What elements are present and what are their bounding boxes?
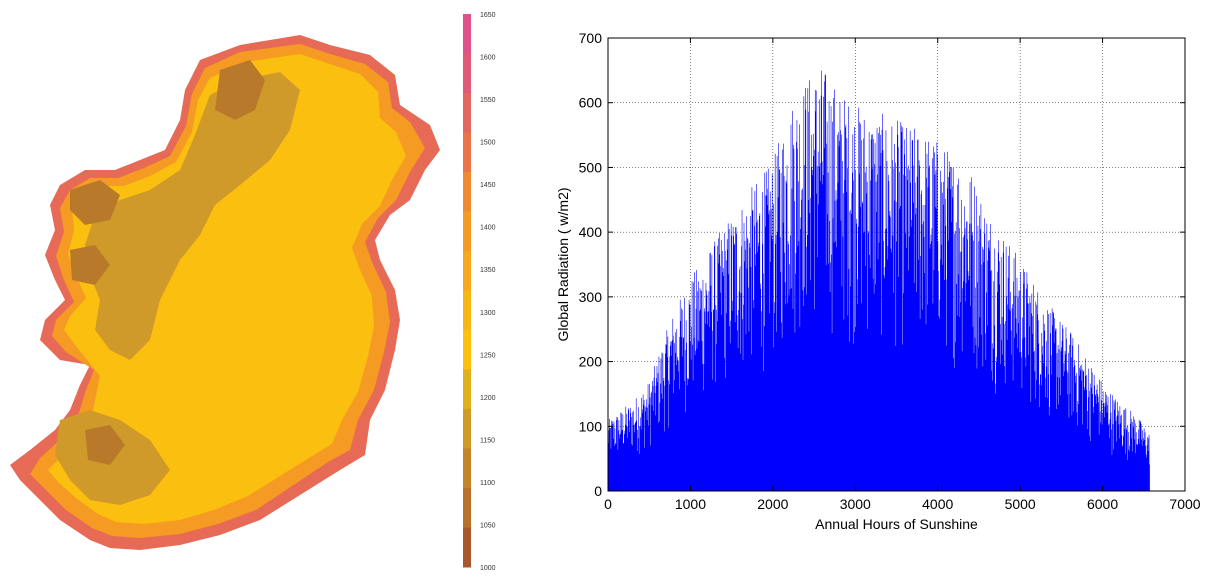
colorbar-tick-label: 1250 (480, 352, 496, 359)
x-tick-label: 7000 (1169, 496, 1200, 512)
x-tick-label: 1000 (675, 496, 706, 512)
colorbar-segment (463, 53, 471, 94)
colorbar-tick-label: 1600 (480, 55, 496, 62)
colorbar-segment (463, 448, 471, 489)
colorbar-tick-label: 1000 (480, 565, 496, 572)
colorbar-segment (463, 409, 471, 449)
plot-frame (607, 37, 1186, 492)
colorbar-tick-label: 1650 (480, 12, 496, 19)
x-tick-label: 6000 (1087, 496, 1118, 512)
radiation-bars (607, 70, 1150, 491)
x-tick-label: 3000 (840, 496, 871, 512)
y-tick-label: 300 (579, 289, 603, 305)
colorbar-segment (463, 290, 471, 331)
y-tick-label: 600 (579, 95, 603, 111)
x-tick-label: 0 (604, 496, 612, 512)
ireland-map-svg (10, 35, 440, 550)
colorbar-tick-label: 1400 (480, 225, 496, 232)
y-tick-label: 500 (579, 159, 603, 175)
colorbar-segment (463, 172, 471, 212)
colorbar-segment (463, 93, 471, 133)
y-axis-label: Global Radiation ( w/m2) (555, 187, 571, 341)
map-connemara-dark (70, 245, 110, 285)
colorbar-segment (463, 527, 471, 568)
y-tick-label: 700 (579, 30, 603, 46)
colorbar-svg: 1650 1600 1550 1500 1450 1400 1350 1300 1250 1200… (463, 12, 496, 572)
map-midlands (85, 72, 300, 360)
x-tick-label: 5000 (1005, 496, 1036, 512)
colorbar-tick-label: 1450 (480, 182, 496, 189)
x-tick-label: 2000 (757, 496, 788, 512)
colorbar-segment (463, 330, 471, 370)
y-tick-label: 200 (579, 354, 603, 370)
colorbar-tick-label: 1100 (480, 480, 495, 487)
map-mayo-dark (70, 180, 120, 225)
map-bright (48, 54, 406, 524)
colorbar-segment (463, 488, 471, 528)
radiation-chart: 0 1000 2000 3000 4000 5000 6000 7000 0 100 200 300 4… (530, 0, 1209, 573)
colorbar-segment (463, 251, 471, 291)
colorbar-tick-label: 1350 (480, 267, 496, 274)
chart-svg: 0 1000 2000 3000 4000 5000 6000 7000 0 100 200 300 4… (555, 30, 1201, 532)
colorbar-tick-label: 1550 (480, 97, 496, 104)
colorbar-segment (463, 369, 471, 410)
x-tick-label: 4000 (922, 496, 953, 512)
colorbar-segment (463, 14, 471, 54)
colorbar-segment (463, 132, 471, 173)
colorbar-tick-label: 1050 (480, 522, 496, 529)
y-tick-label: 100 (579, 418, 603, 434)
colorbar-tick-label: 1200 (480, 395, 496, 402)
colorbar-segment (463, 211, 471, 252)
colorbar-tick-label: 1300 (480, 310, 496, 317)
map-donegal-dark (215, 60, 265, 120)
y-tick-label: 400 (579, 224, 603, 240)
y-tick-label: 0 (594, 483, 602, 499)
colorbar-tick-label: 1500 (480, 140, 496, 147)
x-axis-label: Annual Hours of Sunshine (815, 516, 978, 532)
map-kerry-dark (85, 425, 125, 465)
colorbar-tick-label: 1150 (480, 437, 495, 444)
radiation-map (0, 0, 470, 573)
colorbar: 1650 1600 1550 1500 1450 1400 1350 1300 1250 1200… (458, 0, 518, 573)
